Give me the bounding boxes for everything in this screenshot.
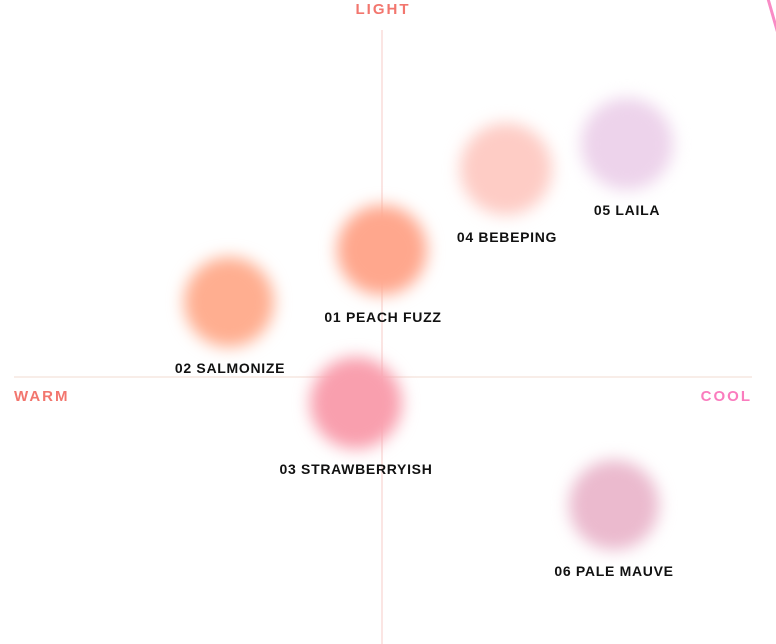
swatch-label: 01 PEACH FUZZ (324, 309, 442, 325)
swatch-bubble[interactable] (310, 357, 402, 449)
swatch-label: 06 PALE MAUVE (554, 563, 674, 579)
axis-label-light: LIGHT (355, 1, 411, 18)
axis-label-cool: COOL (700, 388, 752, 405)
swatch-bubble[interactable] (460, 123, 552, 215)
swatch-label: 05 LAILA (593, 202, 661, 218)
swatch-label: 04 BEBEPING (456, 229, 558, 245)
swatch-bubble[interactable] (569, 460, 659, 550)
vertical-axis-line (381, 30, 383, 644)
corner-decoration-mark (766, 0, 776, 34)
swatch-bubble[interactable] (184, 257, 274, 347)
swatch-label: 03 STRAWBERRYISH (279, 461, 433, 477)
swatch-bubble[interactable] (337, 205, 427, 295)
swatch-label: 02 SALMONIZE (174, 360, 286, 376)
swatch-bubble[interactable] (581, 98, 673, 190)
axis-label-warm: WARM (14, 388, 70, 405)
